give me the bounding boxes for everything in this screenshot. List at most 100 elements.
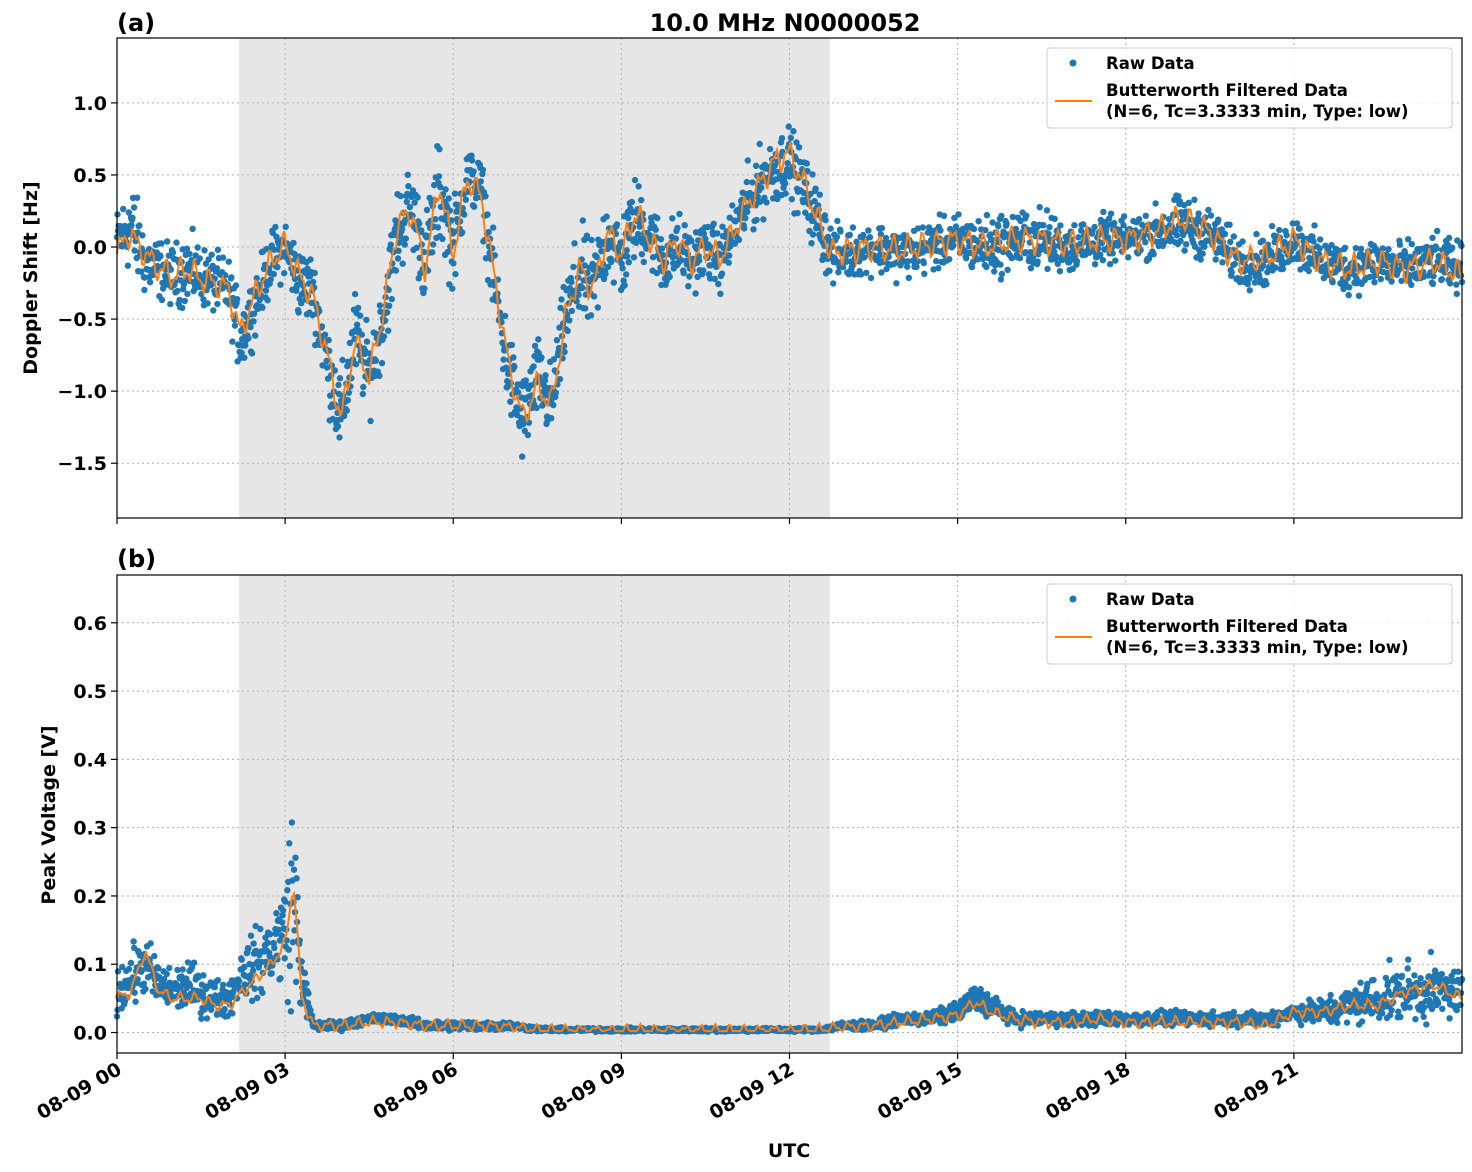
raw-data-point xyxy=(203,1015,211,1022)
raw-data-point xyxy=(214,246,222,253)
raw-data-point xyxy=(998,270,1006,278)
raw-data-point xyxy=(913,263,920,270)
raw-data-point xyxy=(1046,224,1053,231)
legend-label-filtered-params: (N=6, Tc=3.3333 min, Type: low) xyxy=(1106,102,1409,121)
raw-data-point xyxy=(882,234,890,242)
raw-data-point xyxy=(1027,265,1035,272)
raw-data-point xyxy=(1135,216,1143,223)
raw-data-point xyxy=(451,190,459,197)
raw-data-point xyxy=(205,256,212,263)
raw-data-point xyxy=(731,240,739,247)
raw-data-point xyxy=(281,955,288,962)
raw-data-point xyxy=(131,989,138,996)
raw-data-point xyxy=(477,178,484,185)
raw-data-point xyxy=(121,222,128,230)
raw-data-point xyxy=(398,226,406,233)
raw-data-point xyxy=(672,235,680,242)
raw-data-point xyxy=(743,178,750,186)
raw-data-point xyxy=(482,255,490,262)
raw-data-point xyxy=(214,300,221,308)
raw-data-point xyxy=(753,216,760,224)
raw-data-point xyxy=(401,241,408,248)
raw-data-point xyxy=(1051,215,1058,223)
raw-data-point xyxy=(983,263,990,271)
raw-data-point xyxy=(254,994,261,1002)
raw-data-point xyxy=(441,216,448,223)
raw-data-point xyxy=(242,342,249,349)
raw-data-point xyxy=(1408,240,1416,248)
raw-data-point xyxy=(147,940,154,947)
raw-data-point xyxy=(808,240,815,247)
raw-data-point xyxy=(151,952,158,960)
raw-data-point xyxy=(811,197,818,205)
raw-data-point xyxy=(1246,287,1254,294)
raw-data-point xyxy=(264,297,271,304)
raw-data-point xyxy=(700,267,707,274)
raw-data-point xyxy=(312,341,319,349)
raw-data-point xyxy=(1379,245,1387,252)
raw-data-point xyxy=(800,189,807,196)
raw-data-point xyxy=(530,363,537,370)
raw-data-point xyxy=(1003,220,1010,227)
raw-data-point xyxy=(262,287,270,294)
raw-data-point xyxy=(271,944,278,952)
raw-data-point xyxy=(303,980,310,987)
raw-data-point xyxy=(1244,280,1252,288)
raw-data-point xyxy=(136,222,143,229)
raw-data-point xyxy=(1040,222,1047,229)
raw-data-point xyxy=(1445,234,1453,242)
raw-data-point xyxy=(1051,248,1058,255)
raw-data-point xyxy=(221,1005,228,1013)
raw-data-point xyxy=(669,254,676,261)
raw-data-point xyxy=(725,259,732,266)
raw-data-point xyxy=(766,145,774,153)
raw-data-point xyxy=(1357,245,1365,252)
raw-data-point xyxy=(758,184,765,191)
raw-data-point xyxy=(991,268,998,275)
raw-data-point xyxy=(634,230,642,238)
raw-data-point xyxy=(877,231,884,238)
raw-data-point xyxy=(442,186,449,193)
raw-data-point xyxy=(1226,221,1233,228)
raw-data-point xyxy=(264,939,271,946)
raw-data-point xyxy=(267,931,274,938)
raw-data-point xyxy=(277,975,284,982)
raw-data-point xyxy=(1004,266,1011,274)
raw-data-point xyxy=(445,195,452,202)
raw-data-point xyxy=(474,194,481,201)
raw-data-point xyxy=(568,278,575,286)
raw-data-point xyxy=(1279,265,1287,273)
raw-data-point xyxy=(1022,249,1029,256)
raw-data-point xyxy=(729,202,736,209)
raw-data-point xyxy=(363,316,370,324)
raw-data-point xyxy=(1408,281,1415,289)
raw-data-point xyxy=(119,963,126,971)
raw-data-point xyxy=(623,247,630,254)
raw-data-point xyxy=(653,269,660,277)
raw-data-point xyxy=(357,312,364,319)
raw-data-point xyxy=(835,269,842,276)
raw-data-point xyxy=(235,978,243,985)
raw-data-point xyxy=(575,291,582,299)
raw-data-point xyxy=(742,215,749,222)
raw-data-point xyxy=(508,341,516,349)
raw-data-point xyxy=(406,203,414,211)
raw-data-point xyxy=(204,300,211,307)
raw-data-point xyxy=(158,296,166,304)
raw-data-point xyxy=(146,279,154,286)
raw-data-point xyxy=(625,259,632,266)
raw-data-point xyxy=(449,285,456,292)
raw-data-point xyxy=(570,263,577,271)
raw-data-point xyxy=(1057,222,1064,229)
raw-data-point xyxy=(564,311,571,319)
raw-data-point xyxy=(286,962,293,970)
raw-data-point xyxy=(654,214,661,222)
raw-data-point xyxy=(285,946,292,953)
raw-data-point xyxy=(386,302,393,310)
raw-data-point xyxy=(468,157,476,164)
raw-data-point xyxy=(284,887,291,894)
raw-data-point xyxy=(921,270,928,277)
raw-data-point xyxy=(176,296,183,304)
raw-data-point xyxy=(174,287,181,295)
raw-data-point xyxy=(1297,1021,1305,1029)
